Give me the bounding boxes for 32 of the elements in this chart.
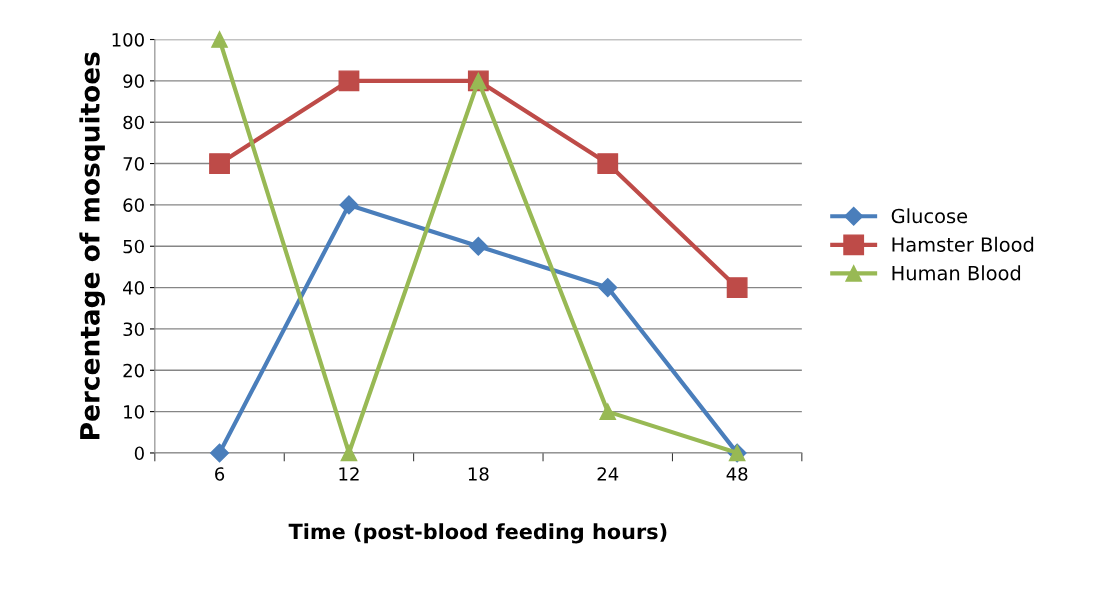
point (726, 277, 748, 299)
point (210, 443, 230, 463)
y-tick-label: 0 (134, 446, 144, 461)
point (599, 403, 617, 420)
legend-label: Human Blood (892, 265, 1021, 281)
y-tick-label: 50 (123, 239, 144, 254)
x-tick-label: 48 (726, 467, 748, 481)
y-tick-label: 70 (123, 157, 144, 171)
y-tick-label: 60 (123, 198, 144, 213)
y-tick-label: 30 (123, 322, 144, 337)
point (209, 153, 230, 174)
y-tick-label: 40 (123, 281, 144, 295)
y-tick-label: 90 (123, 74, 144, 88)
point (468, 236, 488, 256)
y-tick-label: 80 (123, 115, 144, 130)
x-tick-label: 24 (597, 467, 619, 481)
point (598, 278, 618, 298)
y-tick-label: 100 (112, 32, 144, 47)
point (597, 153, 619, 174)
point (211, 31, 228, 48)
point (338, 70, 360, 92)
point (340, 444, 358, 462)
x-axis-title: Time (post-blood feeding hours) (288, 523, 667, 544)
legend-label: Hamster Blood (892, 236, 1034, 252)
point (339, 195, 359, 215)
y-tick-label: 20 (123, 363, 144, 378)
y-axis-title: Percentage of mosquitoes (79, 52, 106, 439)
legend-label: Glucose (891, 208, 968, 224)
y-tick-label: 10 (124, 405, 144, 419)
x-tick-label: 18 (468, 467, 489, 481)
x-tick-label: 12 (339, 467, 359, 481)
x-tick-label: 6 (215, 467, 225, 481)
